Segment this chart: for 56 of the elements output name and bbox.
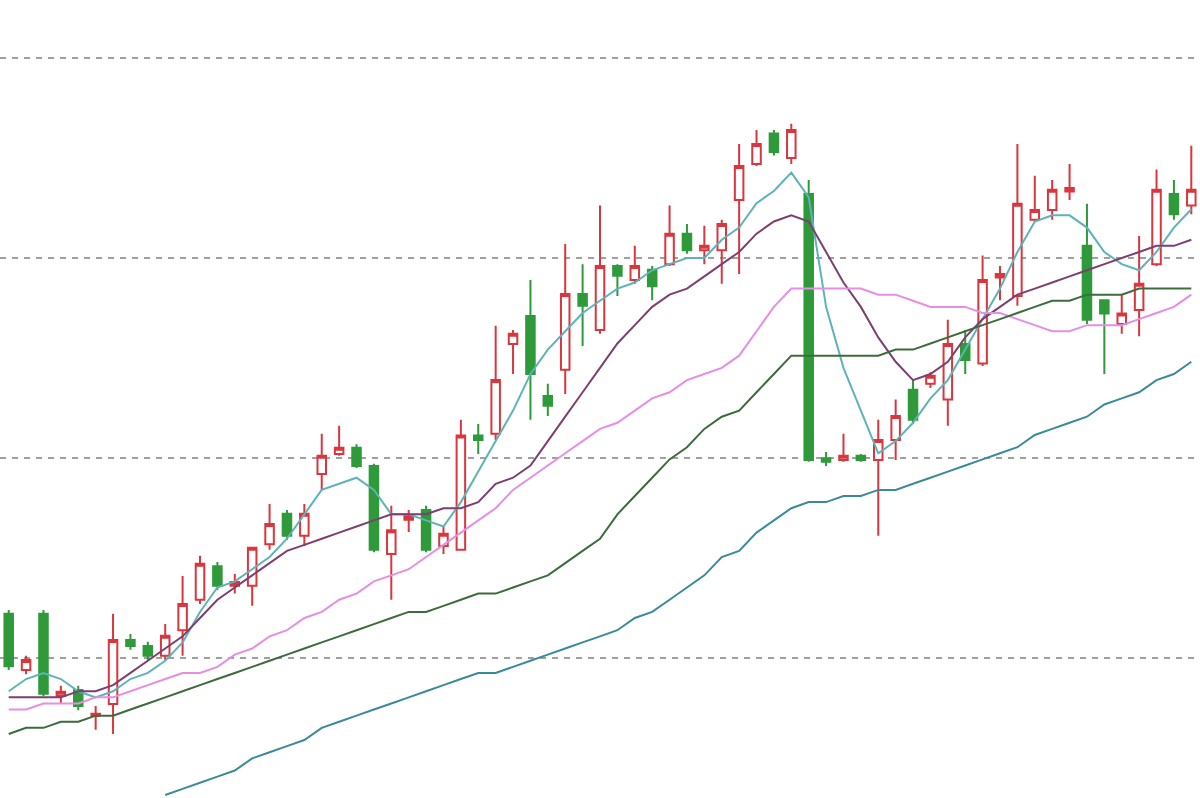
candlestick (1151, 168, 1162, 267)
candlestick (751, 128, 762, 167)
candlestick (1116, 293, 1127, 335)
candlestick (907, 379, 919, 426)
candlestick (142, 640, 154, 662)
candlestick (1046, 178, 1058, 221)
candlestick (838, 432, 849, 463)
candlestick (333, 424, 345, 457)
candlestick (577, 263, 588, 347)
candlestick (20, 654, 32, 676)
candlestick (1133, 235, 1145, 338)
candlestick (1081, 202, 1093, 325)
candlestick (873, 418, 884, 537)
candlestick (507, 329, 519, 375)
candlestick (559, 243, 571, 396)
candlestick (1029, 174, 1041, 224)
candlestick (1012, 142, 1023, 307)
candlestick (733, 142, 745, 275)
candlestick (803, 178, 814, 463)
candlestick (38, 609, 49, 698)
candlestick (299, 502, 310, 548)
candlestick (90, 704, 101, 731)
candlestick (3, 609, 14, 671)
candlestick (107, 612, 119, 735)
candlestick (1099, 299, 1110, 375)
candlestick (264, 502, 275, 551)
candlestick (438, 524, 449, 555)
candlestick (925, 371, 936, 390)
candlestick (1168, 178, 1180, 221)
candlestick (316, 432, 327, 491)
candlestick (194, 554, 206, 605)
candlestick (125, 632, 136, 651)
candlestick (820, 451, 832, 468)
candlestick (386, 504, 397, 601)
candlestick (768, 128, 780, 157)
candlestick (1064, 163, 1075, 202)
candlestick (994, 265, 1006, 302)
candlestick (699, 224, 710, 266)
candlestick (351, 443, 362, 469)
candlestick (664, 204, 675, 267)
candlestick (942, 318, 954, 427)
candlestick (890, 398, 901, 461)
candlestick (681, 222, 693, 255)
candlestick (177, 574, 188, 657)
candlestick (786, 122, 797, 166)
candlestick (716, 218, 727, 285)
candlestick (403, 509, 414, 533)
candlestick (473, 423, 484, 455)
candlestick (977, 254, 988, 368)
candlestick (490, 324, 501, 441)
candlestick (542, 382, 554, 418)
candlestick (594, 204, 606, 335)
candlestick (612, 263, 623, 297)
candlestick (629, 244, 641, 285)
candlestick (525, 279, 536, 421)
candlestick (212, 560, 223, 591)
